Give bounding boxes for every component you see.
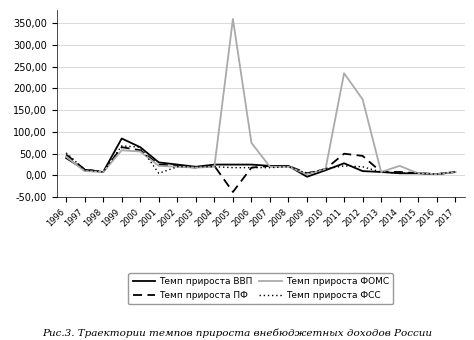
Темп прироста ФСС	[230, 166, 236, 170]
Темп прироста ПФ	[156, 163, 162, 167]
Темп прироста ВВП	[323, 168, 328, 172]
Темп прироста ФОМС	[156, 164, 162, 168]
Темп прироста ВВП	[82, 168, 88, 172]
Темп прироста ФОМС	[230, 17, 236, 21]
Темп прироста ВВП	[452, 170, 458, 174]
Темп прироста ФОМС	[82, 169, 88, 173]
Темп прироста ФОМС	[211, 165, 217, 169]
Темп прироста ФОМС	[64, 155, 69, 159]
Темп прироста ПФ	[378, 170, 384, 174]
Темп прироста ФОМС	[119, 148, 125, 152]
Темп прироста ПФ	[360, 154, 365, 158]
Темп прироста ФОМС	[100, 170, 106, 174]
Темп прироста ВВП	[156, 160, 162, 165]
Темп прироста ФСС	[286, 165, 292, 169]
Темп прироста ПФ	[267, 164, 273, 168]
Темп прироста ПФ	[64, 153, 69, 157]
Темп прироста ФОМС	[267, 165, 273, 169]
Темп прироста ФСС	[452, 170, 458, 174]
Темп прироста ПФ	[82, 167, 88, 171]
Темп прироста ФСС	[434, 172, 439, 176]
Темп прироста ФСС	[82, 168, 88, 172]
Темп прироста ФСС	[156, 171, 162, 175]
Темп прироста ФОМС	[304, 172, 310, 176]
Темп прироста ФОМС	[452, 170, 458, 174]
Темп прироста ПФ	[323, 167, 328, 171]
Темп прироста ФСС	[415, 171, 421, 175]
Темп прироста ВВП	[286, 164, 292, 168]
Legend: Темп прироста ВВП, Темп прироста ПФ, Темп прироста ФОМС, Темп прироста ФСС: Темп прироста ВВП, Темп прироста ПФ, Тем…	[128, 273, 393, 304]
Темп прироста ФСС	[323, 167, 328, 171]
Темп прироста ФОМС	[341, 71, 347, 75]
Line: Темп прироста ФОМС: Темп прироста ФОМС	[66, 19, 455, 174]
Темп прироста ПФ	[119, 145, 125, 149]
Темп прироста ФСС	[137, 145, 143, 149]
Темп прироста ВВП	[434, 172, 439, 176]
Темп прироста ФСС	[248, 166, 254, 170]
Темп прироста ВВП	[100, 170, 106, 174]
Темп прироста ФСС	[211, 165, 217, 169]
Темп прироста ФСС	[267, 166, 273, 170]
Темп прироста ВВП	[193, 165, 199, 169]
Темп прироста ФОМС	[286, 165, 292, 169]
Темп прироста ФОМС	[378, 170, 384, 174]
Line: Темп прироста ВВП: Темп прироста ВВП	[66, 138, 455, 177]
Темп прироста ВВП	[64, 156, 69, 160]
Темп прироста ВВП	[378, 170, 384, 174]
Темп прироста ВВП	[174, 163, 180, 167]
Темп прироста ФСС	[397, 171, 402, 175]
Темп прироста ВВП	[397, 171, 402, 175]
Темп прироста ФОМС	[323, 167, 328, 171]
Темп прироста ВВП	[304, 175, 310, 179]
Темп прироста ВВП	[341, 161, 347, 165]
Темп прироста ВВП	[119, 136, 125, 140]
Темп прироста ФСС	[193, 165, 199, 169]
Темп прироста ВВП	[230, 163, 236, 167]
Темп прироста ПФ	[100, 170, 106, 174]
Темп прироста ПФ	[137, 148, 143, 152]
Темп прироста ВВП	[248, 163, 254, 167]
Темп прироста ВВП	[211, 163, 217, 167]
Line: Темп прироста ФСС: Темп прироста ФСС	[66, 146, 455, 174]
Темп прироста ФОМС	[397, 164, 402, 168]
Темп прироста ПФ	[397, 170, 402, 174]
Темп прироста ПФ	[193, 166, 199, 170]
Темп прироста ФСС	[360, 165, 365, 169]
Темп прироста ФСС	[341, 164, 347, 168]
Темп прироста ФСС	[174, 165, 180, 169]
Темп прироста ВВП	[267, 164, 273, 168]
Темп прироста ФОМС	[193, 166, 199, 170]
Темп прироста ФОМС	[248, 141, 254, 145]
Темп прироста ПФ	[286, 164, 292, 168]
Темп прироста ПФ	[248, 166, 254, 170]
Темп прироста ФСС	[64, 151, 69, 155]
Темп прироста ВВП	[415, 171, 421, 175]
Темп прироста ПФ	[341, 152, 347, 156]
Темп прироста ФСС	[304, 171, 310, 175]
Темп прироста ФОМС	[415, 171, 421, 175]
Темп прироста ФСС	[100, 170, 106, 174]
Line: Темп прироста ПФ: Темп прироста ПФ	[66, 147, 455, 192]
Темп прироста ФОМС	[174, 165, 180, 169]
Темп прироста ПФ	[304, 171, 310, 175]
Темп прироста ФОМС	[360, 97, 365, 101]
Темп прироста ПФ	[211, 164, 217, 168]
Темп прироста ПФ	[174, 164, 180, 168]
Темп прироста ПФ	[230, 190, 236, 194]
Темп прироста ФСС	[378, 170, 384, 174]
Темп прироста ПФ	[434, 172, 439, 176]
Темп прироста ФОМС	[434, 172, 439, 176]
Темп прироста ФСС	[119, 144, 125, 148]
Темп прироста ПФ	[415, 171, 421, 175]
Темп прироста ВВП	[137, 145, 143, 149]
Темп прироста ФОМС	[137, 150, 143, 154]
Темп прироста ВВП	[360, 169, 365, 173]
Text: Рис.3. Траектории темпов прироста внебюджетных доходов России: Рис.3. Траектории темпов прироста внебюд…	[42, 329, 432, 338]
Темп прироста ПФ	[452, 170, 458, 174]
